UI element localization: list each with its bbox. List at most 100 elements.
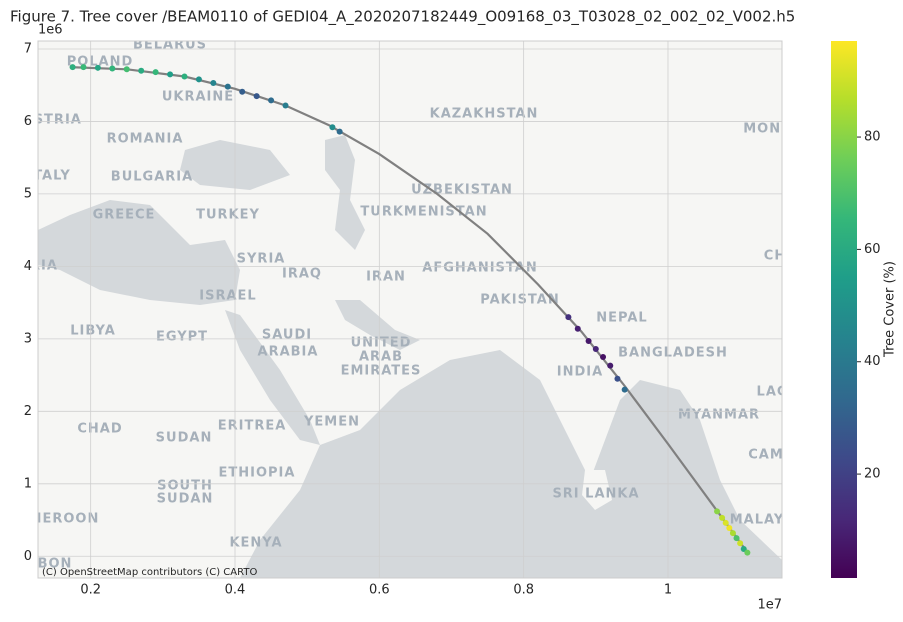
map-label: USTRIA xyxy=(22,113,82,128)
map-label: EGYPT xyxy=(156,330,208,345)
data-point xyxy=(167,71,174,78)
y-tick-label: 2 xyxy=(24,404,32,419)
map-label: TALY xyxy=(33,169,71,184)
data-point xyxy=(210,80,217,87)
map-label: UNITED xyxy=(351,336,412,351)
data-point xyxy=(607,362,614,369)
map-label: ISRAEL xyxy=(199,289,256,304)
y-tick-label: 6 xyxy=(24,114,32,129)
map-label: SUDAN xyxy=(156,431,213,446)
map-label: ROMANIA xyxy=(107,132,184,147)
y-tick-label: 4 xyxy=(24,259,32,274)
x-offset-label: 1e7 xyxy=(757,598,782,613)
map-label: SRI LANKA xyxy=(552,487,639,502)
map-label: ARAB xyxy=(359,350,403,365)
data-point xyxy=(614,375,621,382)
map-label: INDIA xyxy=(557,365,603,380)
data-point xyxy=(729,530,736,537)
map-label: IEROON xyxy=(37,512,100,527)
y-offset-label: 1e6 xyxy=(38,23,63,38)
data-point xyxy=(109,65,116,72)
colorbar-tick-label: 20 xyxy=(864,467,881,482)
map-label: PAKISTAN xyxy=(480,293,559,308)
data-point xyxy=(253,93,260,100)
plot-frame xyxy=(37,40,783,579)
map-label: EMIRATES xyxy=(341,364,422,379)
map-label: SYRIA xyxy=(237,252,286,267)
persian-gulf xyxy=(335,300,420,350)
data-point xyxy=(592,345,599,352)
data-point xyxy=(181,73,188,80)
x-tick-label: 0.4 xyxy=(225,583,246,598)
colorbar-tick-label: 60 xyxy=(864,242,881,257)
x-tick-label: 0.2 xyxy=(80,583,101,598)
x-tick-label: 1 xyxy=(664,583,672,598)
data-point xyxy=(722,519,729,526)
data-point xyxy=(726,524,733,531)
y-tick-label: 1 xyxy=(24,476,32,491)
data-point xyxy=(195,76,202,83)
data-point xyxy=(714,508,721,515)
data-point xyxy=(94,64,101,71)
data-point xyxy=(621,386,628,393)
map-label: SUDAN xyxy=(157,492,214,507)
x-tick-label: 0.8 xyxy=(513,583,534,598)
data-point xyxy=(224,83,231,90)
map-label: SAUDI xyxy=(262,328,312,343)
map-label: TURKEY xyxy=(196,208,260,223)
map-label: AFGHANISTAN xyxy=(422,261,537,276)
map-label: MYANMAR xyxy=(678,408,760,423)
data-point xyxy=(600,353,607,360)
map-label: BANGLADESH xyxy=(618,346,728,361)
map-label: CH xyxy=(764,249,786,264)
y-tick-label: 5 xyxy=(24,186,32,201)
map-label: KENYA xyxy=(229,536,282,551)
map-label: ETHIOPIA xyxy=(219,466,296,481)
mediterranean xyxy=(38,200,240,305)
chart-title: Figure 7. Tree cover /BEAM0110 of GEDI04… xyxy=(10,8,795,27)
map-label: ARABIA xyxy=(258,345,319,360)
data-point xyxy=(239,88,246,95)
map-label: BON xyxy=(38,557,73,572)
data-point xyxy=(733,535,740,542)
map-label: IRAQ xyxy=(282,267,322,282)
data-point xyxy=(336,128,343,135)
indian-ocean xyxy=(240,350,782,578)
map-label: CAM xyxy=(748,448,784,463)
map-label: ERITREA xyxy=(218,419,287,434)
map: BELARUSPOLANDUKRAINEUSTRIAROMANIAKAZAKHS… xyxy=(22,38,793,578)
map-label: GREECE xyxy=(93,208,156,223)
data-point xyxy=(719,514,726,521)
data-point xyxy=(80,64,87,71)
map-label: KAZAKHSTAN xyxy=(430,107,539,122)
data-point xyxy=(737,540,744,547)
map-label: CHAD xyxy=(77,422,122,437)
map-label: LAC xyxy=(757,385,788,400)
attribution: (C) OpenStreetMap contributors (C) CARTO xyxy=(42,567,257,578)
map-label: UZBEKISTAN xyxy=(411,183,513,198)
colorbar-label: Tree Cover (%) xyxy=(883,261,898,358)
data-point xyxy=(69,64,76,71)
y-tick-label: 0 xyxy=(24,549,32,564)
map-label: BULGARIA xyxy=(111,170,193,185)
data-point xyxy=(138,67,145,74)
map-label: NEPAL xyxy=(596,311,647,326)
map-label: LIBYA xyxy=(70,324,116,339)
data-point xyxy=(152,69,159,76)
data-point xyxy=(329,124,336,131)
map-label: MALAY xyxy=(730,513,785,528)
map-label: UKRAINE xyxy=(162,90,234,105)
colorbar xyxy=(831,41,857,578)
colorbar-tick-label: 80 xyxy=(864,130,881,145)
map-label: YEMEN xyxy=(303,415,360,430)
map-label: BELARUS xyxy=(133,38,207,53)
y-tick-label: 7 xyxy=(24,41,32,56)
data-point xyxy=(744,549,751,556)
data-point xyxy=(268,97,275,104)
colorbar-tick-label: 40 xyxy=(864,354,881,369)
map-label: SOUTH xyxy=(157,479,213,494)
x-tick-label: 0.6 xyxy=(369,583,390,598)
map-label: MONG xyxy=(743,122,793,137)
data-point xyxy=(585,338,592,345)
